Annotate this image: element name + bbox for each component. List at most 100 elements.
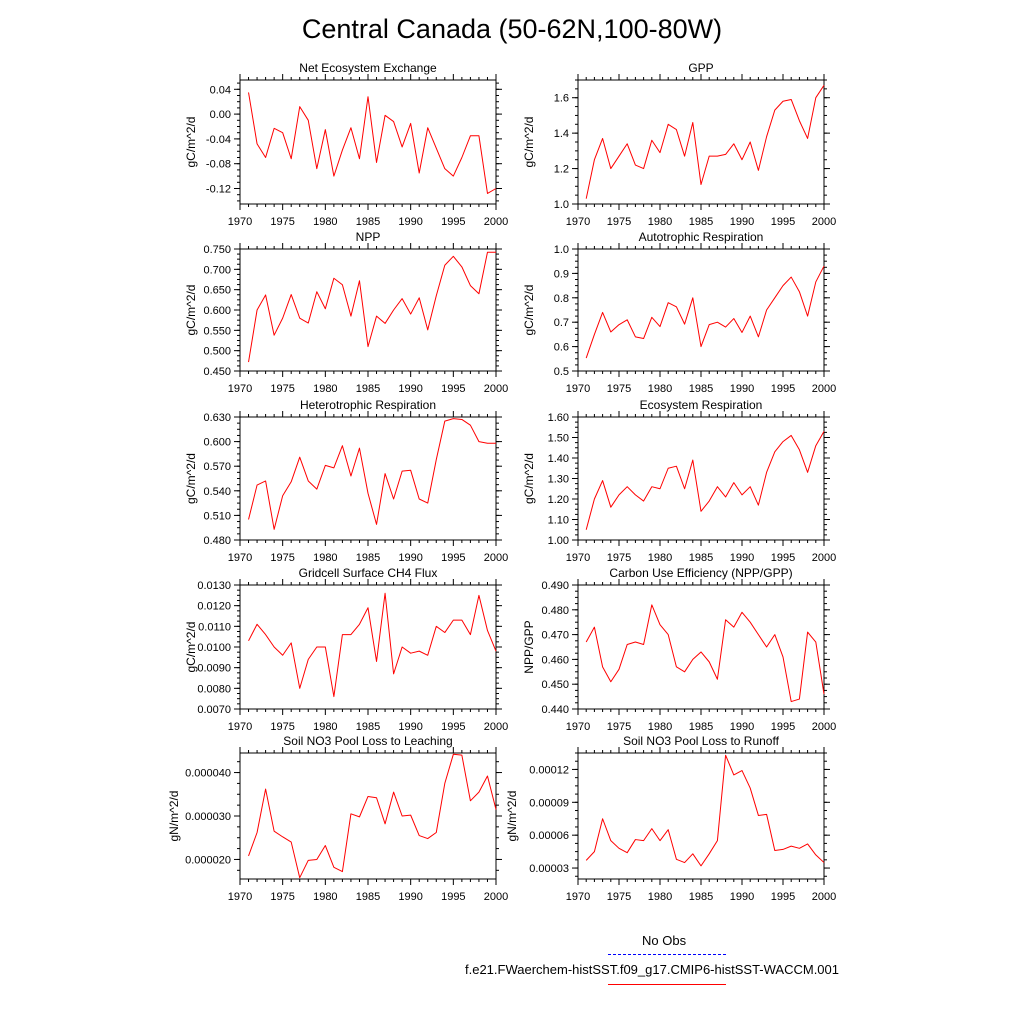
y-tick-label: 0.600: [203, 305, 231, 317]
y-tick-label: 0.000030: [185, 811, 231, 823]
plot-frame: [577, 752, 825, 880]
y-tick-label: 0.540: [203, 486, 231, 498]
series-line-1: [585, 431, 825, 530]
series-line-1: [585, 85, 825, 199]
x-tick-label: 1985: [356, 552, 380, 564]
plot-frame: [577, 416, 825, 541]
y-tick-label: 1.0: [554, 244, 569, 256]
plot-frame: [239, 248, 497, 372]
chart-title: Ecosystem Respiration: [640, 398, 763, 412]
chart-title: Gridcell Surface CH4 Flux: [299, 566, 438, 580]
x-tick-label: 1995: [771, 552, 795, 564]
y-tick-label: 0.6: [554, 342, 569, 354]
y-axis-label: gC/m^2/d: [184, 453, 198, 504]
legend-line-no-obs: [608, 954, 726, 955]
y-axis-label: gC/m^2/d: [184, 117, 198, 168]
chart-title: Heterotrophic Respiration: [300, 398, 436, 412]
chart-panel-2: GPP gC/m^2/d 1970 1975 1980 1985 1990 1995 2000 1…: [522, 61, 836, 228]
chart-title: NPP: [356, 230, 381, 244]
y-tick-label: 0.0090: [197, 663, 231, 675]
x-tick-label: 1975: [607, 891, 631, 903]
x-tick-label: 1975: [607, 383, 631, 395]
x-tick-label: 1995: [441, 721, 465, 733]
y-tick-label: 0.0080: [197, 683, 231, 695]
x-tick-label: 1985: [689, 891, 713, 903]
series-line-1: [248, 592, 497, 698]
x-tick-label: 1990: [730, 216, 754, 228]
y-tick-label: 0.0120: [197, 601, 231, 613]
x-tick-label: 1975: [270, 552, 294, 564]
x-tick-label: 1980: [648, 552, 672, 564]
chart-panel-5: Heterotrophic Respiration gC/m^2/d 1970 197…: [184, 398, 508, 564]
x-tick-label: 1985: [356, 891, 380, 903]
x-tick-label: 1990: [730, 891, 754, 903]
y-tick-label: 0.8: [554, 293, 569, 305]
chart-title: Carbon Use Efficiency (NPP/GPP): [609, 566, 792, 580]
chart-title: Soil NO3 Pool Loss to Runoff: [623, 734, 780, 748]
y-tick-label: 1.10: [548, 515, 569, 527]
x-tick-label: 2000: [812, 721, 836, 733]
x-tick-label: 1985: [356, 383, 380, 395]
y-tick-label: -0.08: [206, 159, 231, 171]
x-tick-label: 1985: [689, 721, 713, 733]
y-tick-label: -0.04: [206, 134, 231, 146]
y-tick-label: 0.7: [554, 317, 569, 329]
x-tick-label: 1995: [771, 721, 795, 733]
x-tick-label: 1985: [689, 552, 713, 564]
x-tick-label: 1995: [441, 891, 465, 903]
x-tick-label: 1990: [398, 383, 422, 395]
chart-panel-9: Soil NO3 Pool Loss to Leaching gN/m^2/d 19…: [167, 734, 508, 903]
x-tick-label: 1980: [648, 891, 672, 903]
x-tick-label: 1995: [441, 383, 465, 395]
plot-frame: [577, 79, 825, 205]
plot-frame: [239, 584, 497, 710]
y-tick-label: 1.20: [548, 494, 569, 506]
chart-title: Autotrophic Respiration: [639, 230, 764, 244]
y-tick-label: 0.490: [541, 580, 569, 592]
chart-panel-8: Carbon Use Efficiency (NPP/GPP) NPP/GPP 19…: [522, 566, 836, 733]
y-tick-label: 0.000040: [185, 768, 231, 780]
y-tick-label: 0.0070: [197, 704, 231, 716]
x-tick-label: 2000: [812, 552, 836, 564]
y-tick-label: 0.550: [203, 325, 231, 337]
x-tick-label: 2000: [484, 216, 508, 228]
x-tick-label: 1990: [398, 216, 422, 228]
y-tick-label: 0.600: [203, 437, 231, 449]
x-tick-label: 2000: [484, 721, 508, 733]
y-axis-label: gC/m^2/d: [522, 453, 536, 504]
x-tick-label: 1970: [228, 216, 252, 228]
y-tick-label: 0.440: [541, 704, 569, 716]
chart-panel-10: Soil NO3 Pool Loss to Runoff gN/m^2/d 1970…: [505, 734, 836, 903]
y-tick-label: 0.0110: [198, 621, 231, 633]
chart-panel-4: Autotrophic Respiration gC/m^2/d 1970 1975 1…: [522, 230, 836, 395]
x-tick-label: 1980: [313, 383, 337, 395]
y-tick-label: 0.750: [203, 244, 231, 256]
y-tick-label: 1.60: [548, 412, 569, 424]
x-tick-label: 1990: [398, 552, 422, 564]
plot-frame: [239, 416, 497, 541]
y-tick-label: 0.00012: [529, 764, 569, 776]
legend-line-model-run: [608, 984, 726, 985]
y-tick-label: 0.9: [554, 268, 569, 280]
x-tick-label: 1980: [313, 721, 337, 733]
series-line-1: [585, 754, 825, 867]
series-line-1: [248, 753, 497, 879]
x-tick-label: 2000: [484, 891, 508, 903]
x-tick-label: 1970: [566, 216, 590, 228]
series-line-1: [585, 604, 825, 703]
y-tick-label: 0.04: [210, 84, 231, 96]
x-tick-label: 1970: [566, 721, 590, 733]
y-tick-label: 0.570: [203, 461, 231, 473]
plot-frame: [239, 752, 497, 880]
y-tick-label: 0.00: [210, 109, 231, 121]
chart-panel-6: Ecosystem Respiration gC/m^2/d 1970 1975 198…: [522, 398, 836, 564]
x-tick-label: 1975: [270, 216, 294, 228]
x-tick-label: 1970: [228, 552, 252, 564]
x-tick-label: 1980: [648, 383, 672, 395]
x-tick-label: 1975: [270, 891, 294, 903]
y-tick-label: 1.6: [554, 93, 569, 105]
chart-panel-1: Net Ecosystem Exchange gC/m^2/d 1970 1975 19…: [184, 61, 508, 228]
y-tick-label: 1.30: [548, 474, 569, 486]
x-tick-label: 1990: [398, 891, 422, 903]
